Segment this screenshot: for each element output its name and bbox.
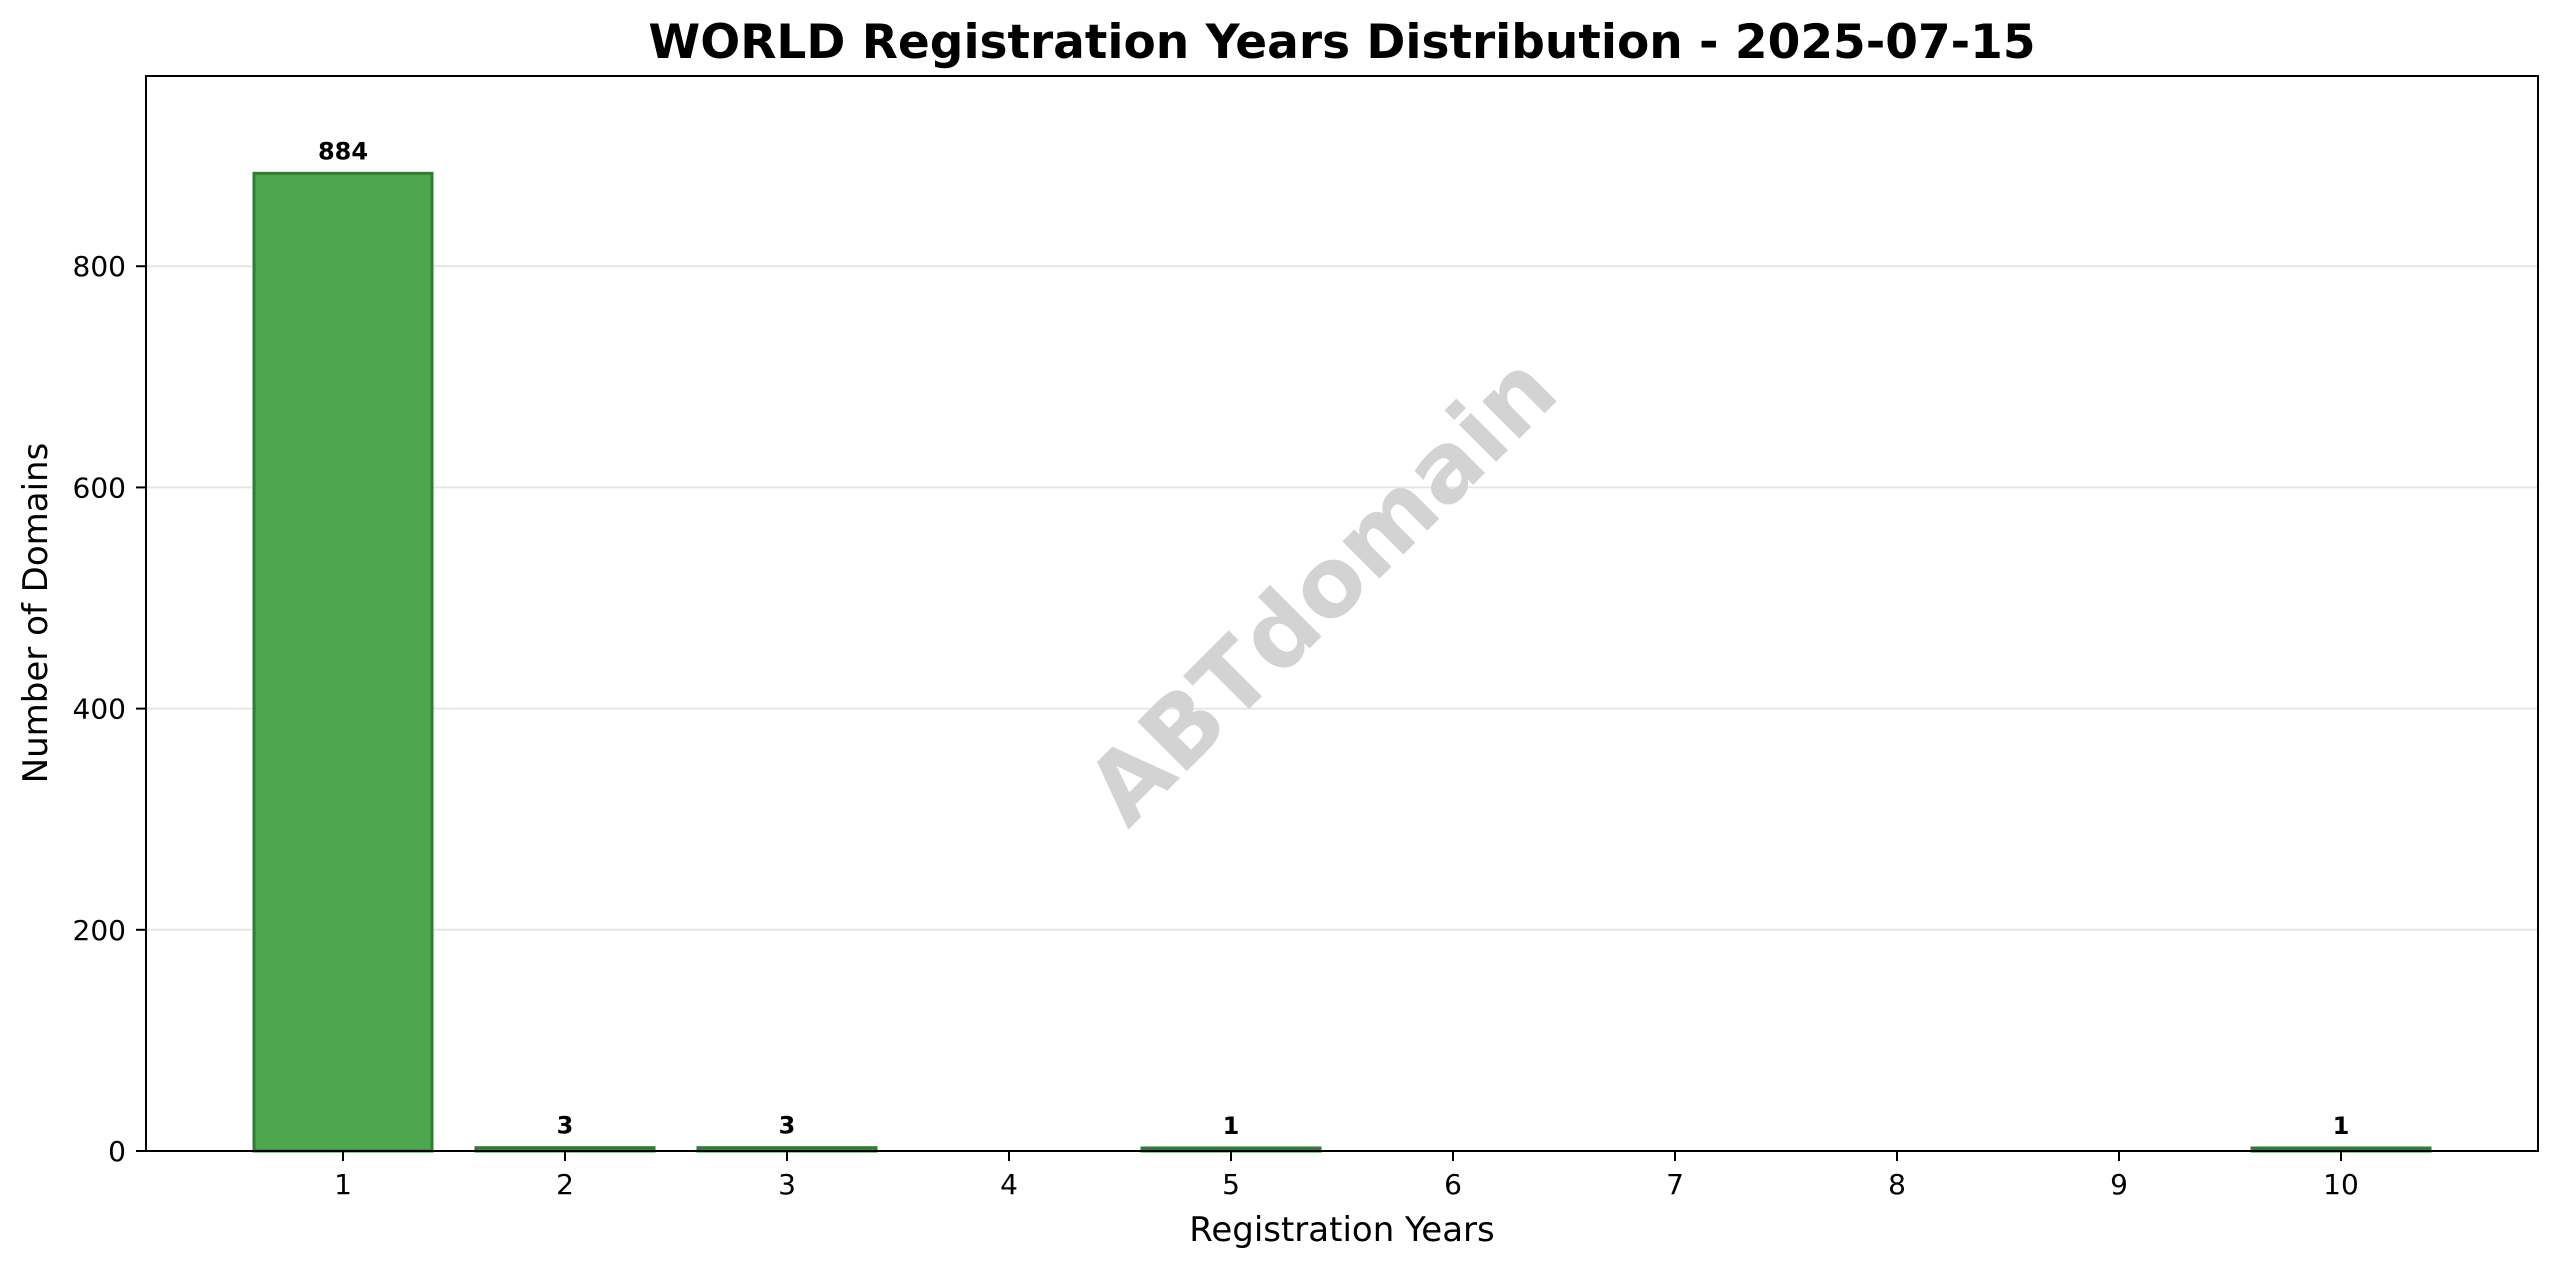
y-tick-label: 600 (73, 471, 126, 504)
x-tick-label: 6 (1444, 1168, 1462, 1201)
data-label-2: 3 (557, 1112, 574, 1140)
bars (252, 171, 2432, 1153)
x-tick-label: 5 (1222, 1168, 1240, 1201)
plot-frame (145, 75, 2539, 1152)
y-tick-label: 400 (73, 693, 126, 726)
x-tick-label: 4 (1000, 1168, 1018, 1201)
bar-1 (252, 171, 434, 1153)
data-label-3: 3 (779, 1112, 796, 1140)
x-tick-label: 1 (334, 1168, 352, 1201)
data-label-5: 1 (1223, 1112, 1240, 1140)
watermark: ABTdomain (1065, 333, 1578, 846)
x-axis-label: Registration Years (1189, 1210, 1495, 1250)
x-tick-label: 9 (2110, 1168, 2128, 1201)
x-axis-ticks: 1 2 3 4 5 6 7 8 9 10 (334, 1151, 2359, 1201)
y-tick-label: 0 (108, 1135, 126, 1168)
x-tick-label: 2 (556, 1168, 574, 1201)
data-labels: 884 3 3 1 1 (318, 137, 2349, 1140)
data-label-10: 1 (2333, 1112, 2350, 1140)
x-tick-label: 7 (1666, 1168, 1684, 1201)
gridlines (146, 265, 2538, 931)
chart-title: WORLD Registration Years Distribution - … (648, 15, 2035, 70)
y-axis-ticks: 0 200 400 600 800 (73, 250, 146, 1168)
x-tick-label: 3 (778, 1168, 796, 1201)
data-label-1: 884 (318, 137, 368, 165)
x-tick-label: 10 (2323, 1168, 2359, 1201)
y-tick-label: 200 (73, 914, 126, 947)
y-axis-label: Number of Domains (16, 443, 56, 784)
y-tick-label: 800 (73, 250, 126, 283)
x-tick-label: 8 (1888, 1168, 1906, 1201)
